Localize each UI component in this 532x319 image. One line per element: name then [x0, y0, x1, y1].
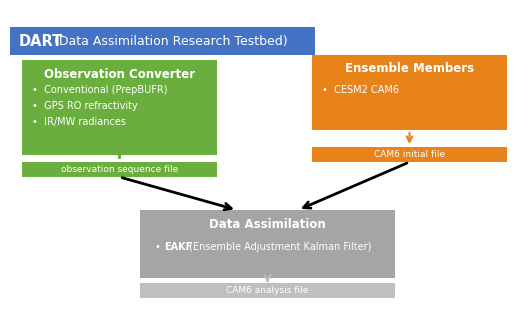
Text: •  CESM2 CAM6: • CESM2 CAM6 — [322, 85, 399, 95]
Text: CAM6 analysis file: CAM6 analysis file — [226, 286, 309, 295]
Text: (Ensemble Adjustment Kalman Filter): (Ensemble Adjustment Kalman Filter) — [186, 242, 371, 252]
Text: (Data Assimilation Research Testbed): (Data Assimilation Research Testbed) — [50, 34, 288, 48]
Text: Data Assimilation: Data Assimilation — [209, 218, 326, 231]
Text: •  IR/MW radiances: • IR/MW radiances — [32, 117, 126, 127]
Text: Ensemble Members: Ensemble Members — [345, 63, 474, 76]
Bar — [140, 210, 395, 278]
Text: •  Conventional (PrepBUFR): • Conventional (PrepBUFR) — [32, 85, 168, 95]
Text: CAM6 initial file: CAM6 initial file — [374, 150, 445, 159]
Text: Observation Converter: Observation Converter — [44, 68, 195, 80]
Bar — [312, 55, 507, 130]
Bar — [22, 162, 217, 177]
Text: observation sequence file: observation sequence file — [61, 165, 178, 174]
Bar — [22, 60, 217, 155]
Bar — [10, 27, 315, 55]
Bar — [140, 283, 395, 298]
Text: EAKF: EAKF — [164, 242, 192, 252]
Text: •  GPS RO refractivity: • GPS RO refractivity — [32, 101, 138, 111]
Text: DART: DART — [19, 33, 63, 48]
Bar — [312, 147, 507, 162]
Text: •: • — [155, 242, 167, 252]
